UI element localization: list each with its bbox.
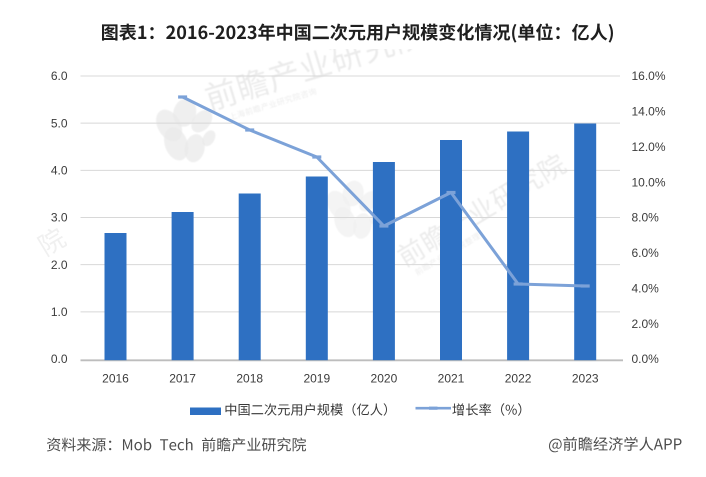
svg-text:10.0%: 10.0%	[632, 175, 666, 189]
svg-text:4.0%: 4.0%	[632, 281, 660, 295]
svg-text:2017: 2017	[169, 371, 196, 385]
svg-text:6.0%: 6.0%	[632, 246, 660, 260]
svg-text:2018: 2018	[236, 371, 263, 385]
svg-text:2019: 2019	[303, 371, 330, 385]
svg-text:16.0%: 16.0%	[632, 69, 666, 83]
svg-text:2023: 2023	[572, 371, 599, 385]
svg-text:2020: 2020	[371, 371, 398, 385]
svg-text:5.0: 5.0	[51, 116, 68, 130]
svg-text:1.0: 1.0	[51, 305, 68, 319]
svg-text:2016: 2016	[102, 371, 129, 385]
svg-text:3.0: 3.0	[51, 211, 68, 225]
svg-text:0.0%: 0.0%	[632, 352, 660, 366]
svg-text:2021: 2021	[438, 371, 465, 385]
svg-text:6.0: 6.0	[51, 69, 68, 83]
svg-text:12.0%: 12.0%	[632, 140, 666, 154]
svg-text:2.0: 2.0	[51, 258, 68, 272]
svg-text:2.0%: 2.0%	[632, 317, 660, 331]
svg-text:0.0: 0.0	[51, 352, 68, 366]
svg-text:8.0%: 8.0%	[632, 211, 660, 225]
svg-text:2022: 2022	[505, 371, 532, 385]
svg-text:14.0%: 14.0%	[632, 105, 666, 119]
svg-text:4.0: 4.0	[51, 164, 68, 178]
